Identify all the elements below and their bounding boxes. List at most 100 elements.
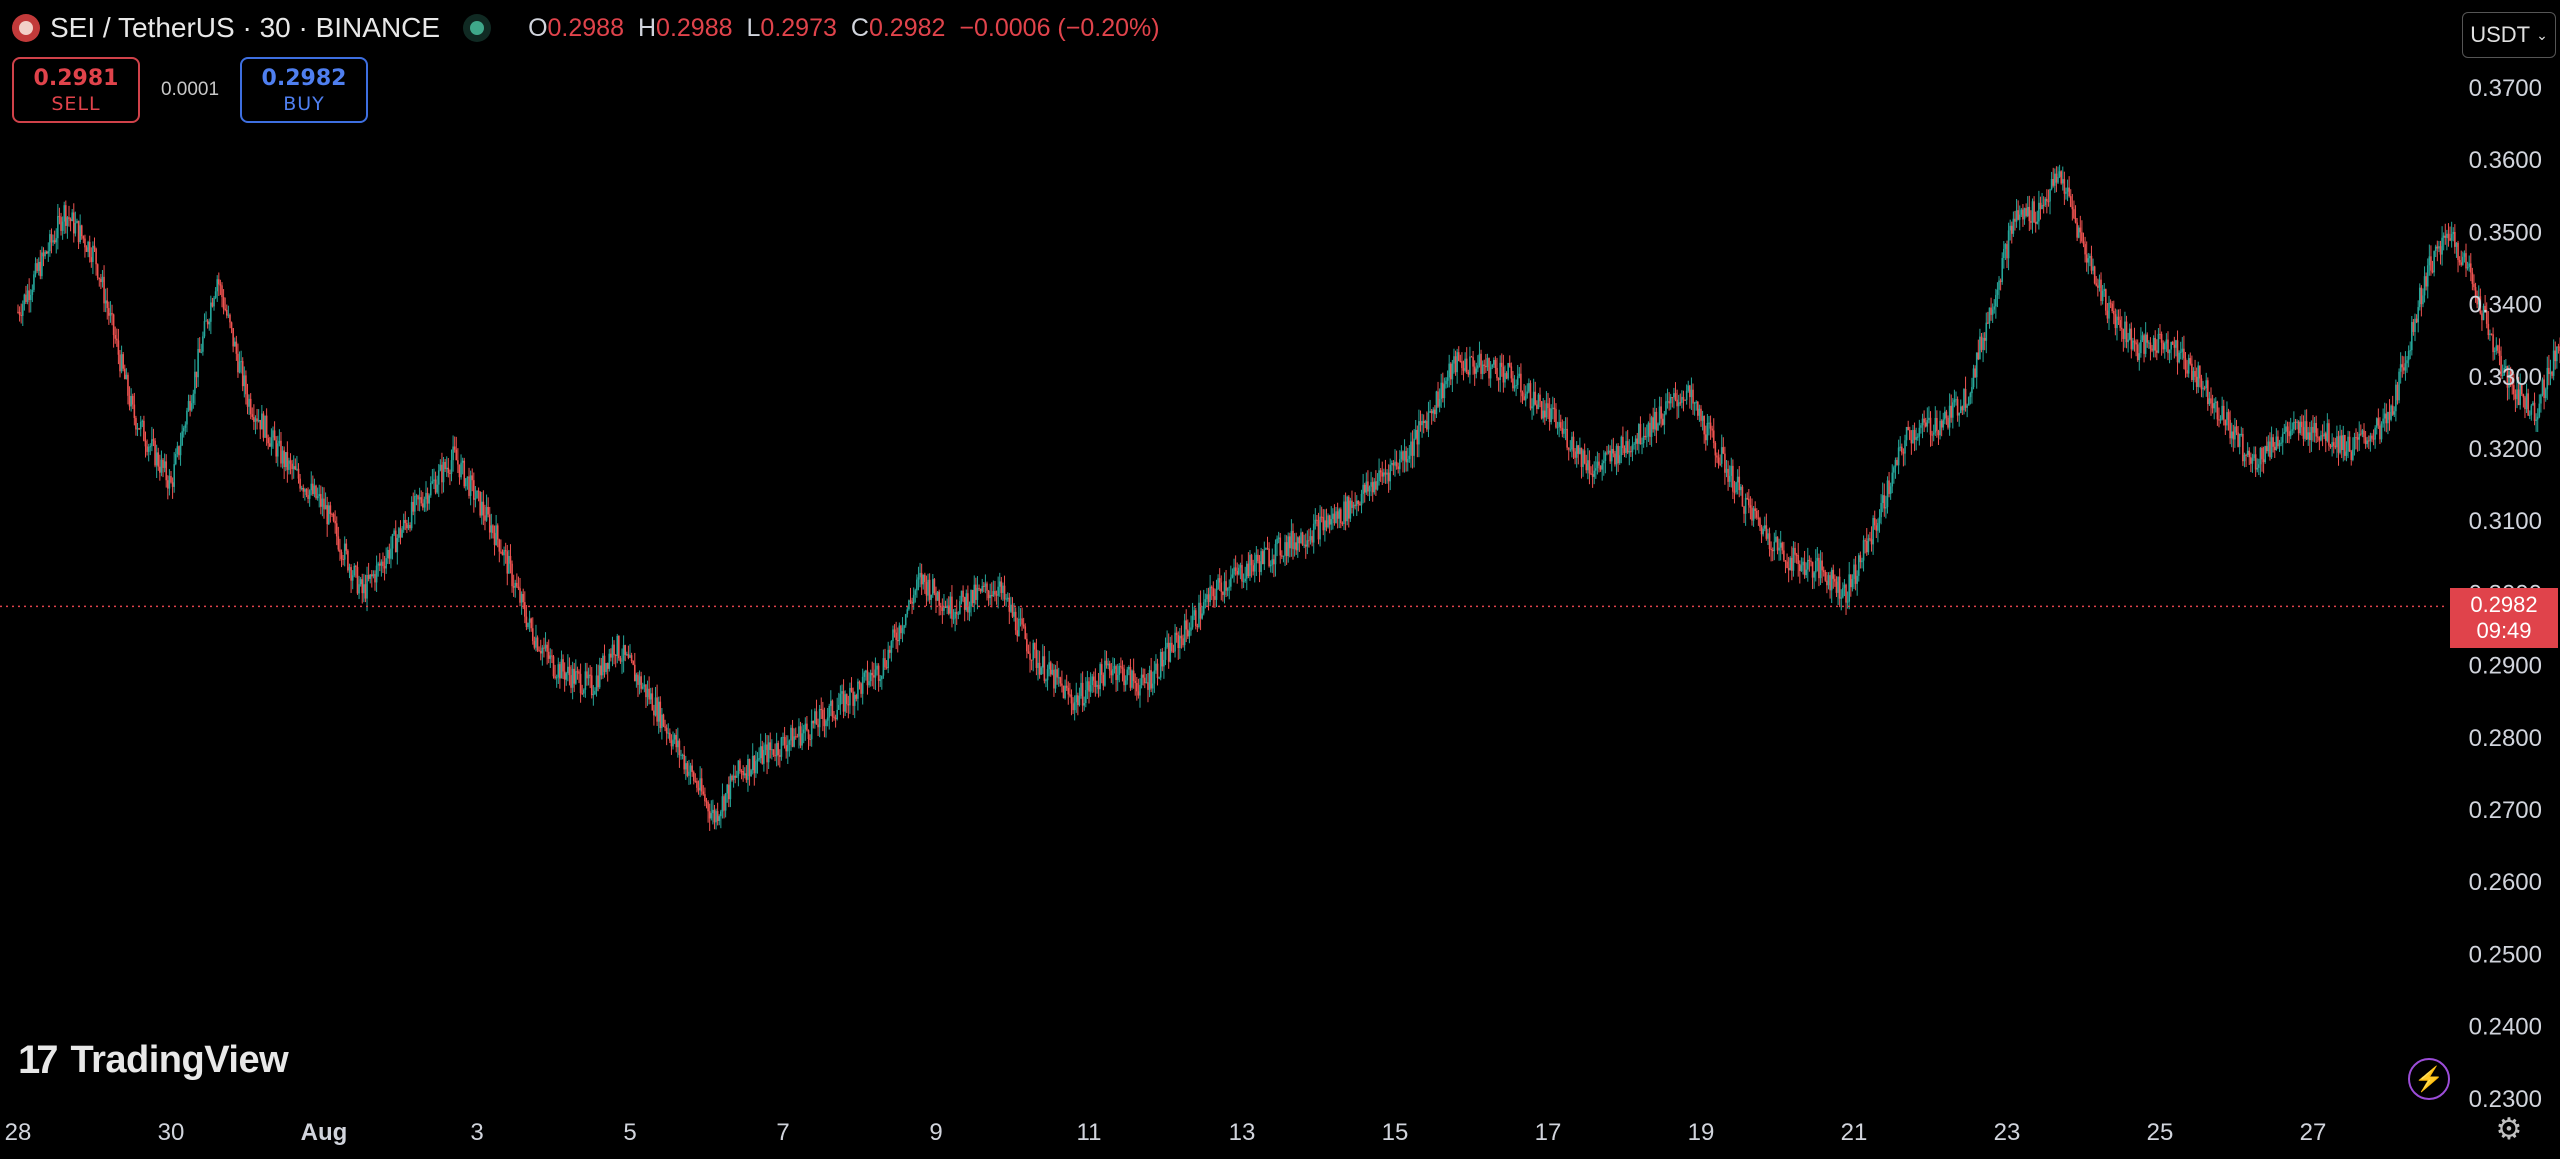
candle-body	[57, 216, 59, 239]
candle-body	[992, 591, 995, 597]
candle-body	[1132, 670, 1135, 681]
candle-body	[331, 513, 333, 515]
lightning-icon[interactable]: ⚡	[2408, 1058, 2450, 1100]
candle-body	[1413, 438, 1415, 456]
buy-button[interactable]: 0.2982 BUY	[240, 57, 368, 123]
candle-body	[881, 675, 883, 680]
candle-body	[1754, 508, 1756, 511]
candle-body	[1998, 280, 2000, 290]
candle-body	[345, 543, 348, 551]
candle-body	[2050, 178, 2053, 190]
candle-body	[1250, 554, 1253, 566]
candle-body	[994, 591, 996, 595]
candle-body	[1365, 481, 1368, 493]
candle-body	[318, 494, 321, 497]
candle-body	[77, 220, 80, 243]
candle-body	[363, 584, 365, 594]
symbol-title[interactable]: SEI / TetherUS · 30 · BINANCE	[50, 12, 441, 43]
candle-body	[1582, 450, 1584, 467]
candle-body	[720, 811, 722, 817]
candle-body	[1475, 368, 1478, 374]
candle-body	[487, 506, 489, 515]
candle-body	[276, 443, 279, 457]
time-axis[interactable]: 28 30 Aug 3 5 7 9 11 13 15 17 19 21 23 25 27	[5, 1119, 2327, 1146]
candle-body	[2173, 344, 2176, 348]
price-axis[interactable]: 0.37000.36000.35000.34000.33000.32000.31…	[2469, 75, 2542, 1113]
tradingview-logo[interactable]: 17 TradingView	[18, 1038, 289, 1083]
candle-body	[417, 495, 419, 500]
candle-body	[85, 247, 88, 252]
candle-body	[2119, 320, 2121, 328]
candle-body	[651, 693, 654, 711]
time-tick-label: 5	[623, 1119, 636, 1146]
candle-body	[936, 591, 939, 601]
candle-body	[2439, 246, 2442, 255]
candle-body	[962, 590, 964, 598]
candle-body	[353, 565, 356, 576]
candle-body	[1681, 396, 1683, 403]
price-tick-label: 0.3300	[2469, 364, 2542, 391]
candle-body	[1773, 541, 1776, 552]
candle-body	[1282, 555, 1285, 557]
candle-body	[2471, 272, 2474, 284]
candle-body	[307, 495, 309, 499]
candle-body	[1481, 364, 1484, 374]
candle-body	[1136, 682, 1138, 692]
candle-body	[772, 749, 775, 755]
candle-body	[1324, 520, 1326, 531]
candle-body	[2316, 436, 2319, 438]
candle-body	[2054, 173, 2056, 186]
candle-body	[109, 312, 112, 316]
candle-body	[1306, 540, 1309, 547]
currency-dropdown[interactable]: USDT ⌄	[2462, 12, 2556, 58]
candle-body	[1669, 397, 1672, 404]
price-tick-label: 0.3200	[2469, 436, 2542, 463]
candle-body	[76, 220, 78, 223]
candle-body	[794, 736, 797, 738]
candle-body	[2372, 438, 2375, 440]
candle-body	[957, 613, 960, 615]
sell-button[interactable]: 0.2981 SELL	[12, 57, 140, 123]
candle-body	[272, 430, 274, 438]
candle-body	[1661, 418, 1664, 425]
candle-body	[50, 234, 53, 243]
candle-body	[162, 459, 164, 468]
candle-body	[2175, 340, 2177, 348]
candle-body	[262, 413, 265, 438]
candle-body	[640, 676, 642, 689]
candle-body	[597, 675, 599, 688]
candle-body	[2455, 242, 2458, 247]
candle-body	[1950, 405, 1953, 418]
candle-body	[1518, 373, 1521, 377]
candle-body	[1341, 523, 1344, 525]
candle-body	[2143, 335, 2145, 354]
candle-body	[1300, 532, 1302, 544]
candle-body	[1990, 307, 1992, 315]
candle-body	[2302, 427, 2305, 439]
candle-body	[2203, 387, 2206, 389]
price-tick-label: 0.2500	[2469, 941, 2542, 968]
candle-body	[2234, 426, 2236, 440]
candle-body	[1411, 441, 1414, 456]
candle-body	[60, 217, 62, 231]
candle-body	[1301, 532, 1304, 545]
candle-body	[2176, 340, 2179, 363]
candle-body	[425, 492, 427, 500]
candle-body	[1693, 402, 1696, 404]
candle-body	[2009, 225, 2011, 231]
candle-body	[1091, 676, 1093, 686]
candle-body	[254, 418, 257, 422]
candle-body	[431, 481, 434, 484]
candle-body	[924, 574, 926, 582]
candle-body	[1344, 501, 1347, 522]
candle-body	[1757, 517, 1760, 519]
candle-body	[2454, 231, 2456, 247]
candle-body	[2141, 335, 2144, 341]
candle-body	[402, 520, 405, 530]
candle-body	[2366, 440, 2368, 445]
gear-icon[interactable]: ⚙	[2495, 1112, 2523, 1146]
candle-body	[1625, 441, 1627, 453]
candle-body	[1496, 367, 1498, 379]
candle-body	[1821, 560, 1823, 571]
